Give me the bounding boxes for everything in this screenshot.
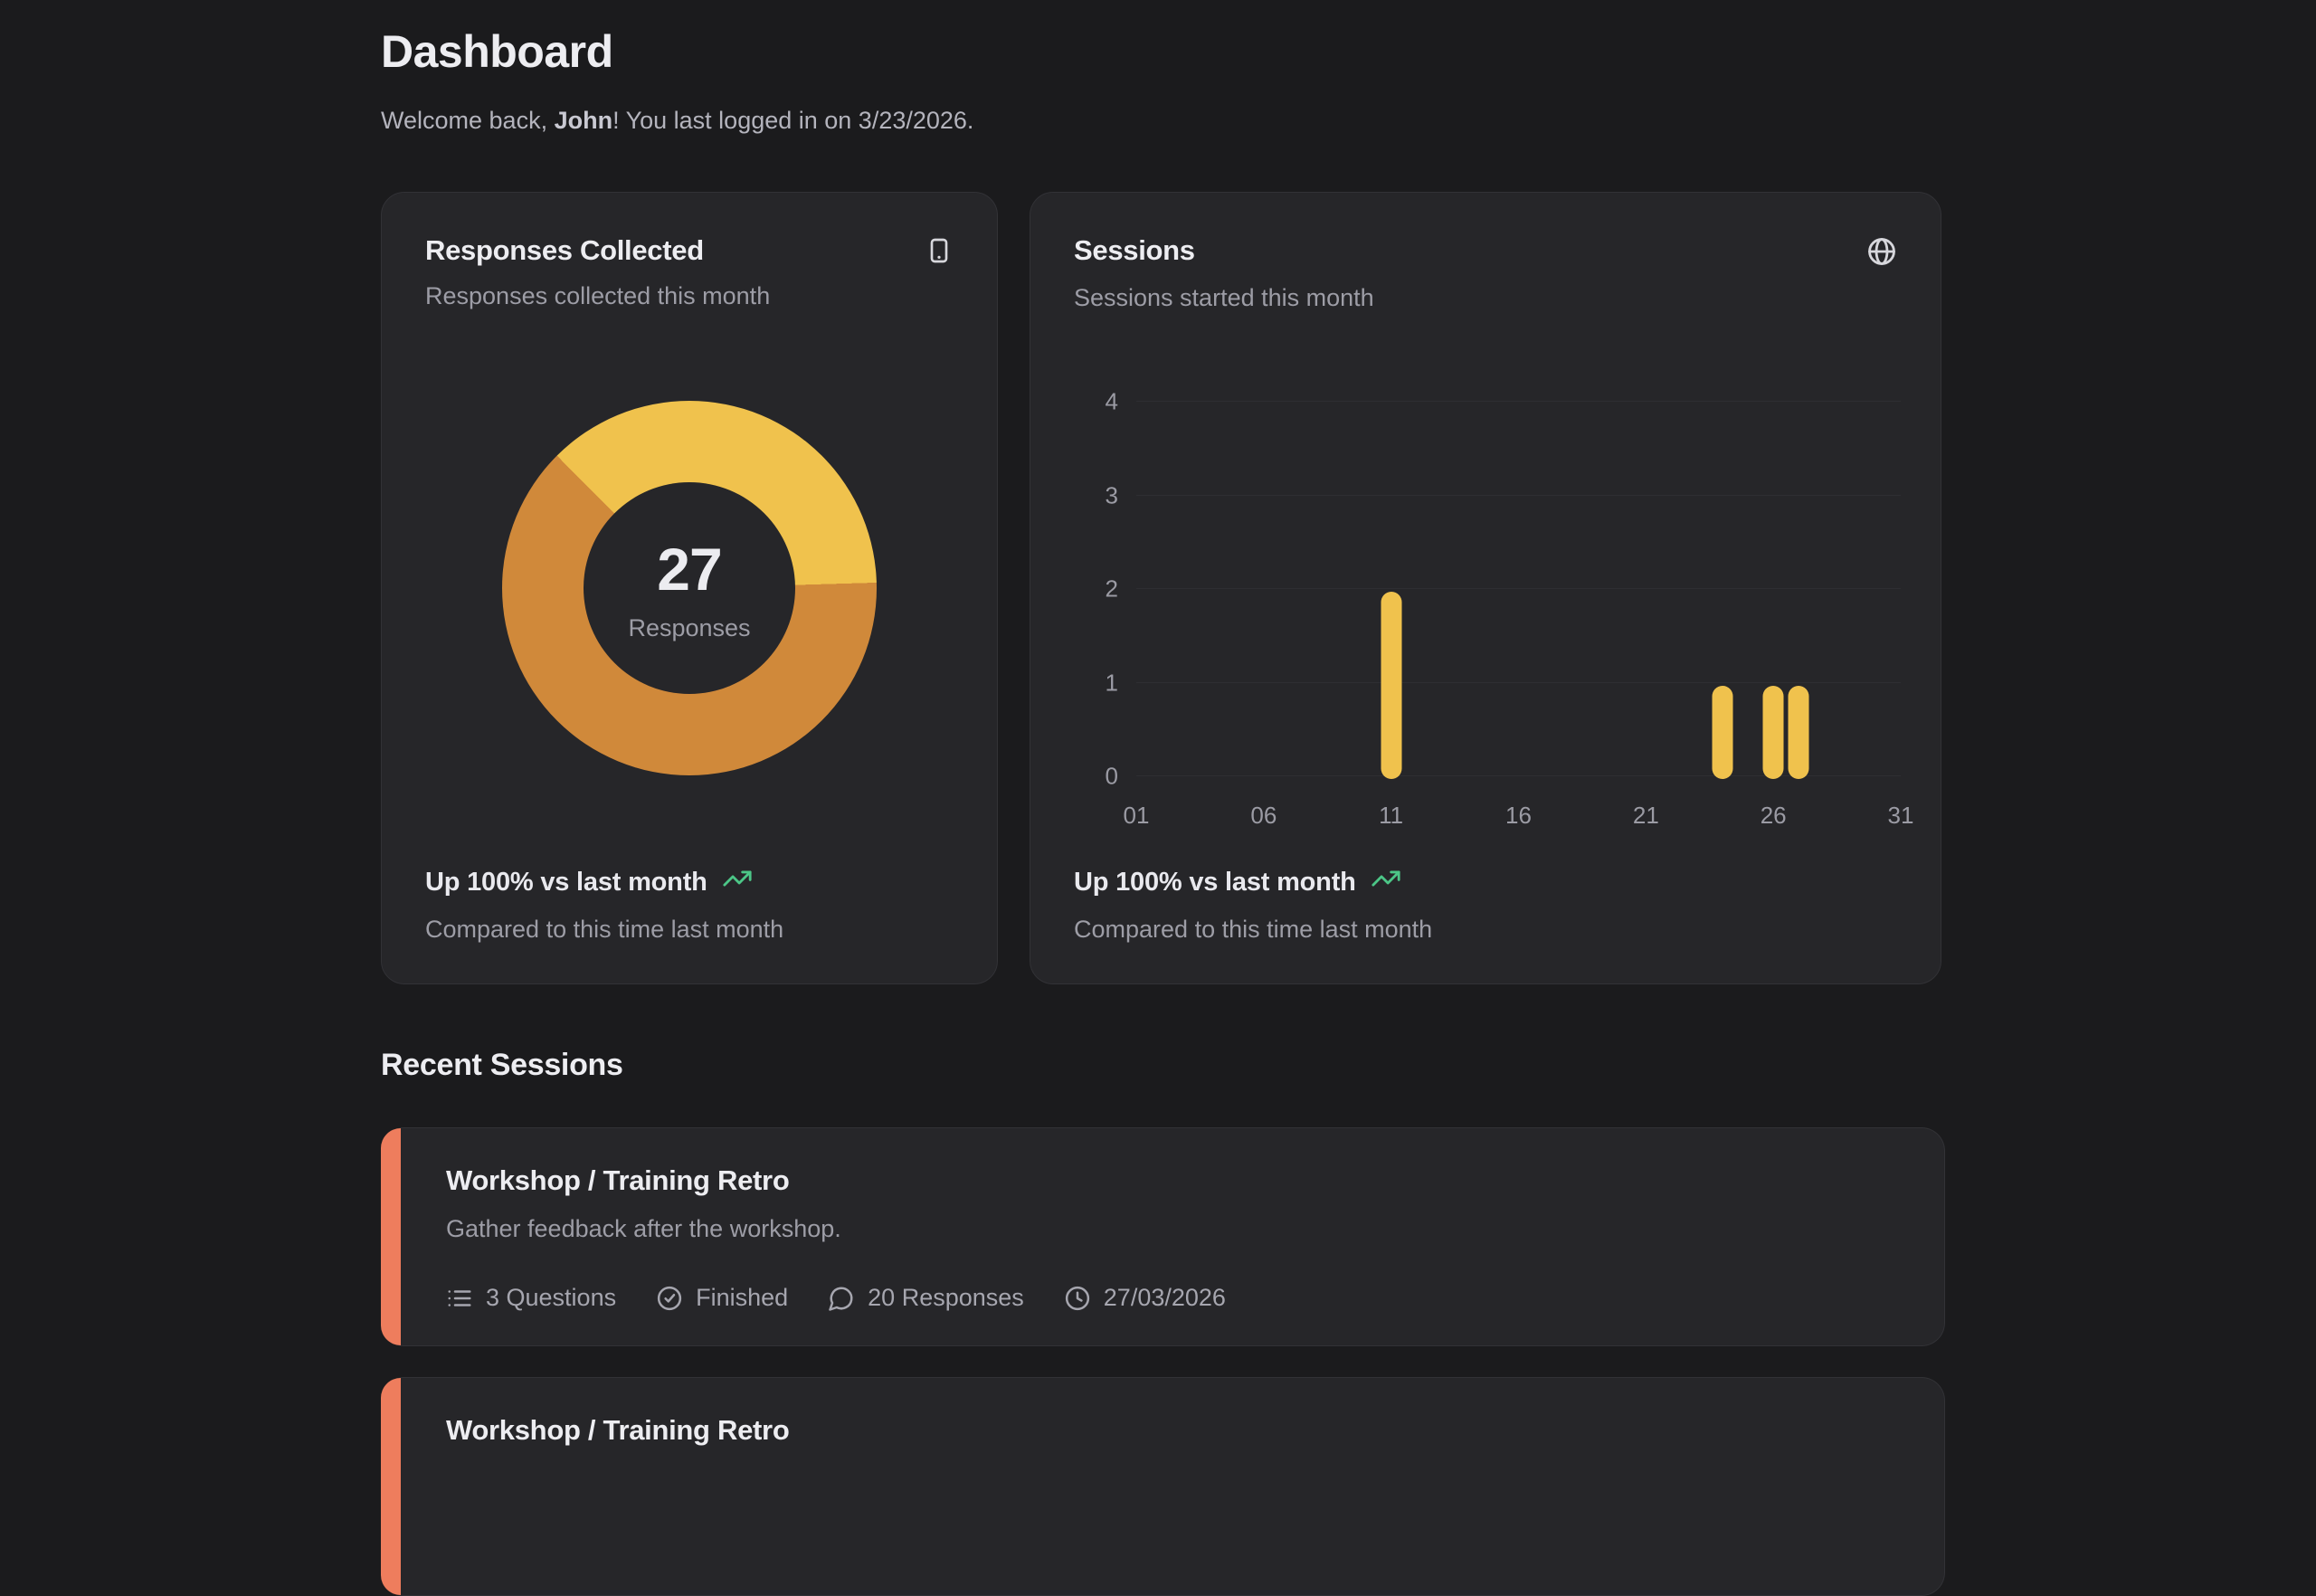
sessions-card-header: Sessions	[1074, 234, 1897, 271]
session-responses: 20 Responses	[828, 1284, 1024, 1312]
x-axis-tick: 21	[1632, 802, 1659, 829]
trending-up-icon	[722, 863, 753, 901]
session-list-item[interactable]: Workshop / Training Retro Gather feedbac…	[381, 1127, 1945, 1346]
list-icon	[448, 1289, 471, 1306]
stat-cards-row: Responses Collected Responses collected …	[381, 192, 1941, 984]
x-axis-tick: 26	[1760, 802, 1787, 829]
smartphone-icon	[925, 236, 954, 270]
session-responses-text: 20 Responses	[868, 1284, 1024, 1311]
dashboard-page: { "page": { "title": "Dashboard", "welco…	[381, 0, 1945, 1596]
session-status: Finished	[656, 1284, 788, 1312]
sessions-plot: 0 1 2 3 4 01 06 11 16 21 26 31	[1106, 388, 1914, 830]
session-title: Workshop / Training Retro	[446, 1414, 790, 1446]
welcome-user-name: John	[554, 107, 613, 134]
gridline	[1136, 588, 1901, 589]
session-bar-day-11	[1381, 592, 1402, 779]
welcome-message: Welcome back, John! You last logged in o…	[381, 107, 1945, 135]
y-axis-tick: 3	[1105, 481, 1118, 508]
sessions-card-title: Sessions	[1074, 234, 1195, 266]
session-date-text: 27/03/2026	[1103, 1284, 1226, 1311]
welcome-suffix: ! You last logged in on 3/23/2026.	[612, 107, 974, 134]
gridline	[1136, 494, 1901, 496]
recent-sessions-heading: Recent Sessions	[381, 1048, 623, 1082]
session-questions-text: 3 Questions	[486, 1284, 617, 1311]
main-content: Dashboard Welcome back, John! You last l…	[381, 0, 1945, 1596]
session-description: Gather feedback after the workshop.	[446, 1215, 841, 1242]
sessions-compare-text: Compared to this time last month	[1074, 916, 1433, 943]
welcome-prefix: Welcome back,	[381, 107, 555, 134]
y-axis-tick: 2	[1105, 575, 1118, 603]
x-axis-tick: 31	[1887, 802, 1914, 829]
session-list-item[interactable]: Workshop / Training Retro	[381, 1377, 1945, 1596]
responses-trend-text: Up 100% vs last month	[425, 867, 707, 897]
clock-icon	[1065, 1286, 1089, 1310]
page-title: Dashboard	[381, 26, 613, 77]
responses-card-subtitle: Responses collected this month	[425, 282, 771, 309]
globe-icon	[1866, 236, 1897, 271]
sessions-card-subtitle: Sessions started this month	[1074, 284, 1374, 311]
y-axis-tick: 1	[1105, 669, 1118, 696]
session-questions: 3 Questions	[446, 1284, 616, 1312]
responses-count: 27	[657, 535, 722, 603]
session-accent-stripe	[381, 1378, 401, 1595]
session-accent-stripe	[381, 1128, 401, 1345]
session-title: Workshop / Training Retro	[446, 1164, 790, 1196]
x-axis-tick: 11	[1379, 802, 1404, 829]
session-bar-day-24	[1712, 685, 1733, 779]
session-bar-day-26	[1762, 685, 1784, 779]
responses-trend-line: Up 100% vs last month	[425, 863, 783, 901]
responses-donut-center: 27 Responses	[584, 482, 795, 694]
responses-card-footer: Up 100% vs last month Compared to this t…	[425, 863, 783, 944]
y-axis-tick: 4	[1105, 387, 1118, 415]
x-axis-tick: 16	[1505, 802, 1532, 829]
y-axis-tick: 0	[1105, 762, 1118, 790]
responses-collected-card: Responses Collected Responses collected …	[381, 192, 998, 984]
trending-up-icon	[1371, 863, 1401, 901]
circle-check-icon	[657, 1286, 682, 1310]
responses-donut-chart: 27 Responses	[502, 401, 877, 775]
gridline	[1136, 681, 1901, 683]
responses-compare-text: Compared to this time last month	[425, 916, 784, 943]
x-axis-tick: 06	[1250, 802, 1277, 829]
responses-count-label: Responses	[628, 613, 751, 641]
gridline	[1136, 401, 1901, 402]
session-meta-row: 3 Questions Finished 20 Responses 27/03/…	[446, 1284, 1226, 1312]
sessions-trend-text: Up 100% vs last month	[1074, 867, 1356, 897]
responses-card-header: Responses Collected	[425, 234, 954, 270]
message-circle-icon	[829, 1287, 853, 1311]
x-axis-tick: 01	[1123, 802, 1150, 829]
sessions-trend-line: Up 100% vs last month	[1074, 863, 1432, 901]
gridline	[1136, 775, 1901, 776]
sessions-card-footer: Up 100% vs last month Compared to this t…	[1074, 863, 1432, 944]
session-bar-day-27	[1788, 685, 1809, 779]
session-status-text: Finished	[696, 1284, 789, 1311]
responses-card-title: Responses Collected	[425, 234, 704, 266]
session-date: 27/03/2026	[1064, 1284, 1226, 1312]
